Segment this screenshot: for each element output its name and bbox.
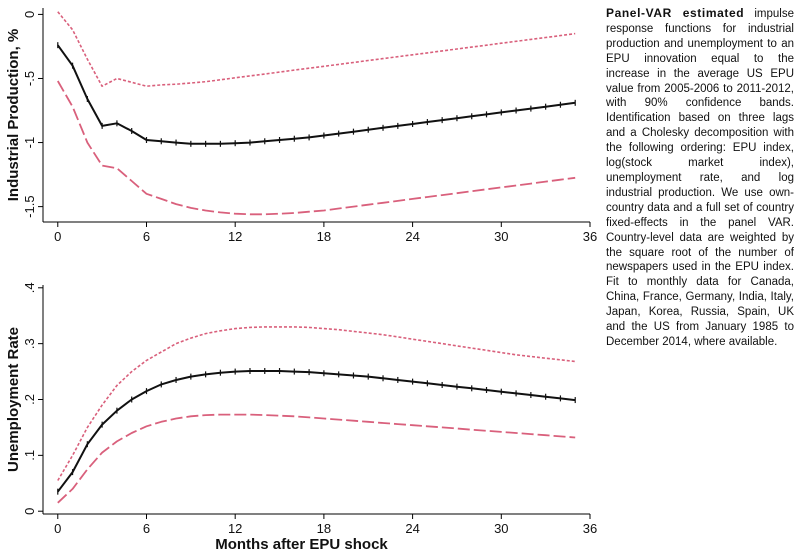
y-tick-label: -1.5 (22, 195, 37, 217)
x-tick-label: 0 (54, 521, 61, 536)
x-tick-label: 36 (583, 521, 597, 536)
y-tick-label: .2 (22, 394, 37, 405)
estimate-line (57, 370, 576, 493)
caption-text: impulse response functions for industria… (606, 8, 794, 348)
y-axis-label: Unemployment Rate (5, 327, 22, 472)
x-tick-label: 18 (317, 229, 331, 244)
y-tick-label: .1 (22, 450, 37, 461)
panel-unemployment-rate: 0 6 12 18 24 30 36 0 .1 .2 .3 .4 Unemployment Rate Mo… (5, 282, 597, 553)
y-axis-label: Industrial Production, % (5, 29, 22, 202)
x-tick-label: 12 (228, 229, 242, 244)
figure-caption: Panel-VAR estimated impulse response fun… (606, 6, 794, 350)
upper-band-line (57, 11, 576, 87)
y-tick-label: 0 (22, 11, 37, 18)
x-tick-label: 24 (405, 229, 419, 244)
y-tick-label: .3 (22, 338, 37, 349)
x-tick-label: 6 (143, 229, 150, 244)
x-tick-label: 12 (228, 521, 242, 536)
x-tick-label: 24 (405, 521, 419, 536)
x-tick-label: 30 (494, 229, 508, 244)
estimate-line (56, 44, 576, 145)
x-tick-label: 36 (583, 229, 597, 244)
y-tick-label: 0 (22, 508, 37, 515)
x-tick-label: 6 (143, 521, 150, 536)
caption-lead: Panel-VAR estimated (606, 6, 745, 20)
x-tick-label: 18 (317, 521, 331, 536)
y-tick-label: -.5 (22, 71, 37, 86)
x-axis-label: Months after EPU shock (215, 536, 388, 553)
upper-band-line (57, 326, 576, 481)
x-tick-label: 0 (54, 229, 61, 244)
lower-band-line (57, 80, 576, 216)
y-tick-label: .4 (22, 282, 37, 293)
y-tick-label: -1 (22, 137, 37, 149)
x-tick-label: 30 (494, 521, 508, 536)
lower-band-line (57, 413, 576, 504)
